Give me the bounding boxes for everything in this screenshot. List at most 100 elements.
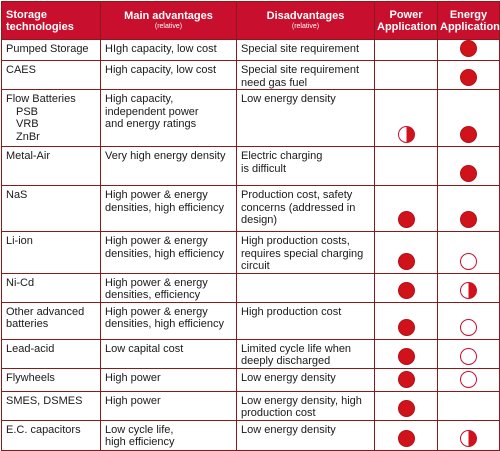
technology-subtype: ZnBr [16,130,40,143]
energy-application-cell [437,146,500,186]
table-row: CAES High capacity, low cost Special site … [1,60,500,90]
header-row: Storage technologies Main advantages (rel… [1,1,500,40]
disadvantages-cell: Electric charging is difficult [236,146,375,186]
disadvantages-cell: Low energy density [236,367,375,392]
advantages-line: High power & energy [105,189,208,201]
advantages-cell: High capacity, independent power and energ… [100,89,237,147]
technology-cell: NaS [1,185,101,232]
advantages-cell: High power & energy densities, high effic… [100,231,237,274]
energy-application-cell [437,39,500,61]
advantages-line: Low capital cost [105,342,184,355]
advantages-line: High capacity, low cost [105,64,217,76]
full-circle-icon [460,126,477,143]
empty-circle-icon [460,370,477,388]
advantages-line: Very high energy density [105,150,226,162]
disadvantages-cell: Special site requirement need gas fuel [236,60,375,90]
header-energy-application: Energy Application [437,1,500,40]
empty-circle-icon [460,318,477,336]
advantages-line: High power & energy [105,305,208,318]
power-application-cell [374,185,438,232]
energy-application-cell [437,301,500,340]
technology-name-line: SMES, DSMES [6,394,83,407]
disadvantages-line: Special site requirement [241,43,360,55]
full-circle-icon [397,399,415,417]
technology-cell: E.C. capacitors [1,419,101,451]
energy-application-cell [437,231,500,274]
disadvantages-cell: High production costs, requires special c… [236,231,375,274]
disadvantages-line: need gas fuel [241,76,308,89]
energy-application-cell [437,89,500,147]
disadvantages-cell: Low energy density [236,419,375,451]
energy-application-cell [437,185,500,232]
empty-circle-icon [460,347,477,365]
technology-subtype: VRB [16,118,39,130]
technology-cell: Metal-Air [1,146,101,186]
disadvantages-line: High production costs, [241,235,350,247]
full-circle-icon [397,281,415,299]
power-application-cell [374,146,438,186]
disadvantages-line: design) [241,214,278,226]
table-row: Flow Batteries PSB VRB ZnBr High capacity, in… [1,89,500,147]
disadvantages-line: Electric charging [241,150,323,162]
disadvantages-line: production cost [241,407,316,419]
header-storage-technologies: Storage technologies [1,1,101,40]
full-circle-icon [397,347,415,365]
power-application-cell [374,39,438,61]
half-circle-icon [460,429,477,447]
technology-name-line: Ni-Cd [6,276,35,289]
disadvantages-line: concerns (addressed in [241,201,356,214]
header-main-advantages: Main advantages (relative) [100,1,237,40]
disadvantages-cell: Low energy density [236,89,375,147]
advantages-line: HIgh capacity, low cost [105,43,217,55]
disadvantages-line: Limited cycle life when [241,342,352,355]
technology-name-line: NaS [6,189,28,201]
power-application-cell [374,419,438,451]
energy-application-cell [437,272,500,303]
advantages-cell: High capacity, low cost [100,60,237,90]
table-row: E.C. capacitors Low cycle life, high effic… [1,419,500,451]
advantages-cell: Very high energy density [100,146,237,186]
technology-cell: CAES [1,60,101,90]
power-application-cell [374,338,438,369]
advantages-cell: High power & energy densities, high effic… [100,301,237,340]
table-row: Pumped Storage HIgh capacity, low cost Spe… [1,39,500,61]
table-row: Ni-Cd High power & energy densities, effic… [1,272,500,303]
disadvantages-cell: Production cost, safety concerns (address… [236,185,375,232]
power-application-cell [374,367,438,392]
technology-name-line: Flow Batteries [6,93,76,105]
table-row: NaS High power & energy densities, high ef… [1,185,500,232]
technology-name-line: Lead-acid [6,342,55,355]
advantages-line: and energy ratings [105,118,197,130]
full-circle-icon [460,211,477,228]
disadvantages-line: Production cost, safety [241,189,353,201]
advantages-cell: High power & energy densities, efficiency [100,272,237,303]
full-circle-icon [397,252,415,270]
disadvantages-line: requires special charging [241,247,364,260]
table-row: Lead-acid Low capital cost Limited cycle l… [1,338,500,369]
advantages-line: High power & energy [105,235,208,247]
table-body: Pumped Storage HIgh capacity, low cost Spe… [1,39,500,451]
power-application-cell [374,89,438,147]
advantages-cell: Low cycle life, high efficiency [100,419,237,451]
disadvantages-cell: Low energy density, high production cost [236,390,375,421]
advantages-line: High power [105,394,161,407]
advantages-line: High power & energy [105,276,208,289]
table-row: Flywheels High power Low energy density [1,367,500,392]
energy-application-cell [437,338,500,369]
advantages-line: densities, high efficiency [105,247,225,260]
technology-cell: Lead-acid [1,338,101,369]
technology-cell: Other advanced batteries [1,301,101,340]
energy-application-cell [437,390,500,421]
energy-application-cell [437,419,500,451]
full-circle-icon [397,318,415,336]
technology-name-line: batteries [6,318,49,330]
disadvantages-line: circuit [241,260,270,272]
disadvantages-cell: Special site requirement [236,39,375,61]
full-circle-icon [460,165,477,182]
technology-name-line: Pumped Storage [6,43,89,55]
advantages-cell: High power & energy densities, high effic… [100,185,237,232]
energy-application-cell [437,367,500,392]
header-power-application: Power Application [374,1,438,40]
power-application-cell [374,272,438,303]
